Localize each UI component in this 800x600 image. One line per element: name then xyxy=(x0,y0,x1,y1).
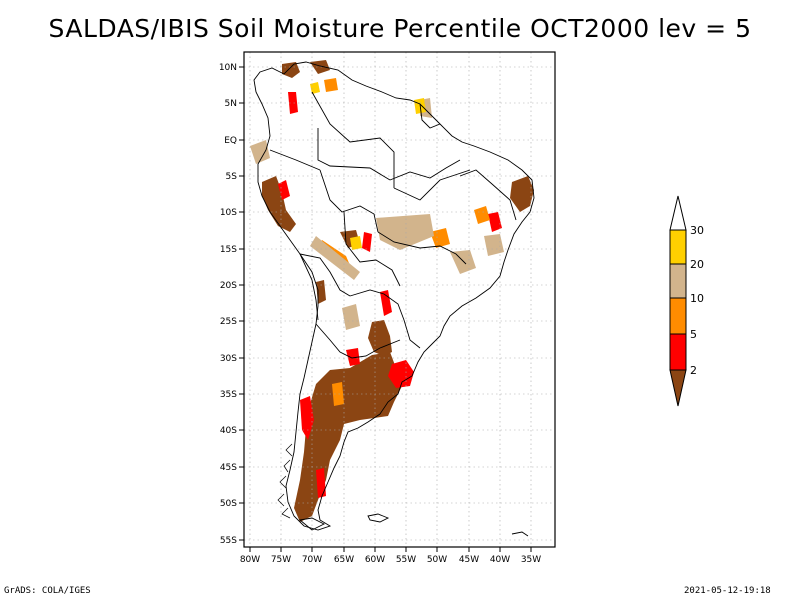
y-tick-label: 5N xyxy=(225,99,237,109)
shade-brazil-red xyxy=(362,232,372,252)
shade-brazil-orange xyxy=(430,228,450,248)
colorbar-band-2-5 xyxy=(669,333,687,371)
colorbar-top-arrow xyxy=(669,195,687,231)
y-tick-label: 20S xyxy=(220,281,237,291)
border-4 xyxy=(269,149,321,171)
tierra-del-fuego xyxy=(298,517,326,531)
map-frame xyxy=(243,51,556,548)
south-georgia xyxy=(511,531,529,537)
shade-paraguay-red xyxy=(380,290,392,316)
y-tick-label: 40S xyxy=(220,426,237,436)
y-tick-label: 35S xyxy=(220,390,237,400)
border-9 xyxy=(349,289,421,349)
border-12 xyxy=(419,103,441,129)
colorbar-bottom-arrow xyxy=(669,369,687,407)
soil-moisture-shading xyxy=(250,60,534,522)
x-tick-label: 65W xyxy=(334,555,354,565)
footer-credit: GrADS: COLA/IGES xyxy=(4,586,91,596)
x-tick-marks xyxy=(249,547,532,552)
border-8 xyxy=(299,253,351,297)
shade-bahia-tan xyxy=(484,234,504,256)
border-13 xyxy=(299,253,319,321)
shade-mato-yellow xyxy=(350,236,362,250)
border-7 xyxy=(377,231,467,265)
shade-ne-orange xyxy=(474,206,490,224)
shade-venezuela-brown xyxy=(282,62,300,78)
y-tick-labels: 10N 5N EQ 5S 10S 15S 20S 25S 30S 35S 40S… xyxy=(219,63,237,546)
colorbar-band-20-30 xyxy=(669,229,687,265)
y-tick-label: 10N xyxy=(219,63,237,73)
border-11 xyxy=(459,169,517,221)
y-tick-label: 30S xyxy=(220,354,237,364)
x-tick-label: 55W xyxy=(396,555,416,565)
border-2 xyxy=(317,128,391,181)
colorbar-label: 2 xyxy=(690,364,697,377)
footer-timestamp: 2021-05-12-19:18 xyxy=(684,586,771,596)
shade-uruguay-red xyxy=(388,360,414,388)
y-tick-label: 55S xyxy=(220,536,237,546)
x-tick-label: 40W xyxy=(490,555,510,565)
shade-arg-orange xyxy=(332,382,344,406)
border-14 xyxy=(389,159,461,181)
border-3 xyxy=(393,169,471,201)
border-1 xyxy=(311,91,395,188)
y-tick-label: 45S xyxy=(220,463,237,473)
x-tick-label: 35W xyxy=(521,555,541,565)
shade-peru-tan xyxy=(250,140,270,164)
shade-colombia-red xyxy=(288,92,298,114)
shade-venezuela-orange xyxy=(324,78,338,92)
colorbar-label: 30 xyxy=(690,224,704,237)
colorbar-band-10-20 xyxy=(669,263,687,299)
colorbar-label: 10 xyxy=(690,292,704,305)
shade-caribbean-brown xyxy=(310,60,330,74)
y-tick-label: 10S xyxy=(220,208,237,218)
colorbar-label: 20 xyxy=(690,258,704,271)
coastlines xyxy=(253,61,535,537)
shade-ne-red xyxy=(488,212,502,232)
shade-bolivia-tan xyxy=(310,236,360,280)
y-tick-label: 5S xyxy=(226,172,238,182)
shade-patagonia-brown xyxy=(294,352,402,522)
y-tick-label: 15S xyxy=(220,245,237,255)
shade-chile-red xyxy=(300,396,314,440)
shade-se-tan xyxy=(450,250,476,274)
shade-arg-tan xyxy=(342,304,360,330)
x-tick-label: 45W xyxy=(459,555,479,565)
shade-arg-red xyxy=(346,348,360,366)
colorbar-label: 5 xyxy=(690,328,697,341)
border-10 xyxy=(315,323,401,359)
map-title: SALDAS/IBIS Soil Moisture Percentile OCT… xyxy=(48,14,752,43)
south-america-coast xyxy=(253,61,535,531)
gridlines xyxy=(244,52,555,547)
shade-amazon-red xyxy=(278,180,290,200)
border-6 xyxy=(343,211,401,287)
y-tick-label: EQ xyxy=(224,136,237,146)
x-tick-label: 70W xyxy=(302,555,322,565)
y-tick-marks xyxy=(239,66,244,541)
y-tick-label: 25S xyxy=(220,317,237,327)
shade-andes-north-brown xyxy=(262,176,296,232)
border-5 xyxy=(319,169,379,233)
shade-patagonia-red xyxy=(316,468,326,498)
falklands xyxy=(367,513,390,523)
shade-northern-chile-brown xyxy=(316,280,326,304)
shade-chaco-brown xyxy=(368,320,392,356)
shade-central-tan xyxy=(376,214,434,250)
x-tick-labels: 80W 75W 70W 65W 60W 55W 50W 45W 40W 35W xyxy=(240,555,541,565)
x-tick-label: 80W xyxy=(240,555,260,565)
chilean-archipelago xyxy=(277,443,293,519)
y-tick-label: 50S xyxy=(220,499,237,509)
shade-ne-brazil-brown xyxy=(510,176,534,212)
colorbar-band-5-10 xyxy=(669,297,687,335)
shade-venezuela-yellow xyxy=(310,82,320,94)
colorbar: 30 20 10 5 2 xyxy=(669,195,704,407)
x-tick-label: 50W xyxy=(427,555,447,565)
x-tick-label: 75W xyxy=(271,555,291,565)
x-tick-label: 60W xyxy=(365,555,385,565)
